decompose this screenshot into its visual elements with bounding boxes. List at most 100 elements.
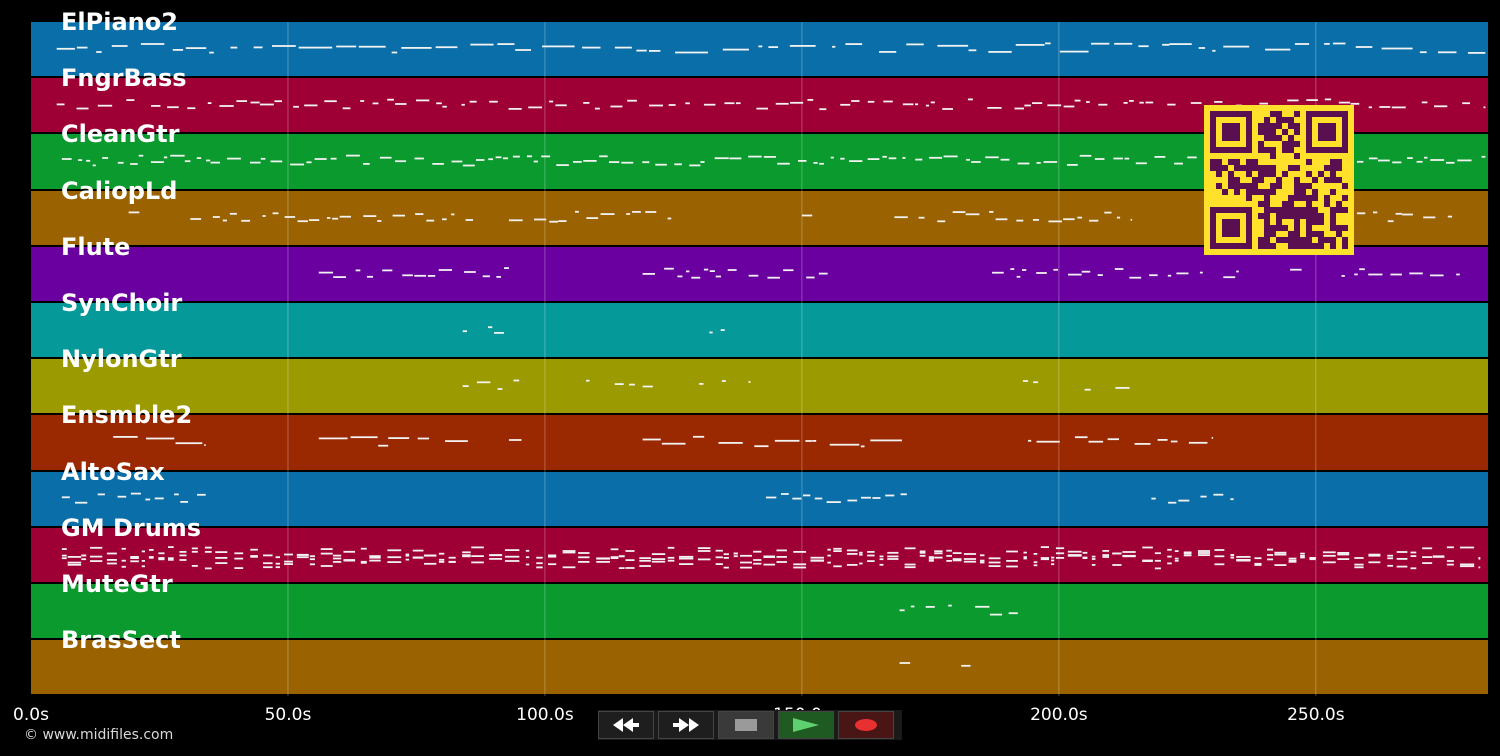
note (1324, 98, 1332, 101)
note (798, 160, 807, 162)
note (697, 547, 711, 549)
note (89, 555, 103, 558)
tick-label: 250.0s (1287, 705, 1345, 725)
note (966, 158, 971, 161)
note (608, 161, 620, 163)
play-button[interactable] (778, 711, 834, 739)
note (801, 214, 813, 217)
note (150, 161, 164, 163)
note (942, 108, 953, 110)
note (1422, 547, 1433, 550)
lane-mutegtr[interactable] (31, 584, 1488, 641)
note (1447, 215, 1453, 218)
note (470, 43, 494, 46)
record-button[interactable] (838, 711, 894, 739)
note (378, 444, 389, 447)
note (512, 155, 520, 158)
note (674, 163, 682, 166)
note (1197, 554, 1211, 556)
note (963, 558, 977, 560)
note (739, 566, 752, 569)
note (714, 157, 729, 160)
note (1368, 553, 1381, 556)
note (1045, 42, 1051, 45)
note (776, 549, 787, 552)
note (733, 555, 738, 558)
note (309, 219, 320, 221)
note (767, 276, 780, 279)
note (1174, 162, 1183, 165)
note (846, 553, 858, 555)
note (1174, 559, 1179, 562)
note (471, 555, 484, 557)
note (583, 160, 597, 162)
note (1354, 557, 1364, 559)
note (1040, 546, 1050, 548)
note (971, 161, 981, 163)
note (1130, 218, 1133, 221)
note (130, 557, 139, 559)
note (1051, 556, 1055, 559)
note (106, 552, 117, 555)
note (727, 269, 737, 271)
note (1010, 268, 1015, 270)
note (1483, 106, 1486, 109)
note (204, 546, 212, 549)
note (262, 566, 273, 569)
note (513, 379, 520, 382)
note (1407, 157, 1413, 159)
note (215, 557, 228, 559)
note (141, 560, 146, 562)
note (1459, 546, 1475, 549)
note (900, 493, 907, 496)
note (332, 217, 339, 220)
note (360, 561, 367, 564)
qr-code[interactable] (1204, 105, 1354, 255)
note (925, 606, 935, 608)
note (1391, 106, 1406, 109)
note (504, 560, 520, 562)
lane-ensmble2[interactable] (31, 415, 1488, 472)
note (763, 563, 776, 566)
note (733, 552, 738, 555)
note (1114, 42, 1133, 45)
note (651, 558, 666, 560)
note (627, 99, 637, 102)
note (1309, 557, 1316, 559)
note (1337, 558, 1350, 560)
lane-brassect[interactable] (31, 640, 1488, 696)
note (1139, 101, 1144, 104)
note (1167, 103, 1176, 106)
note (461, 103, 465, 106)
lane-altosax[interactable] (31, 471, 1488, 528)
stop-button[interactable] (718, 711, 774, 739)
note (130, 492, 141, 495)
note (963, 560, 977, 563)
lane-synchoir[interactable] (31, 303, 1488, 360)
lane-elpiano2[interactable] (31, 22, 1488, 79)
note (74, 501, 88, 504)
note (1212, 49, 1216, 52)
note (1104, 211, 1112, 214)
note (1167, 562, 1172, 565)
note (928, 559, 934, 562)
note (1332, 42, 1346, 45)
note (1198, 47, 1206, 49)
note (314, 158, 327, 160)
note (1040, 557, 1050, 559)
note (432, 163, 444, 165)
lane-gm-drums[interactable] (31, 527, 1488, 584)
note (948, 604, 952, 607)
note (358, 45, 386, 48)
fast-forward-button[interactable] (658, 711, 714, 739)
lane-nylongtr[interactable] (31, 359, 1488, 416)
note (369, 559, 381, 562)
note (363, 215, 377, 217)
note (1016, 275, 1021, 278)
note (992, 271, 1004, 274)
note (304, 104, 318, 107)
note (412, 549, 424, 552)
note (204, 551, 212, 553)
lane-flute[interactable] (31, 246, 1488, 303)
rewind-button[interactable] (598, 711, 654, 739)
